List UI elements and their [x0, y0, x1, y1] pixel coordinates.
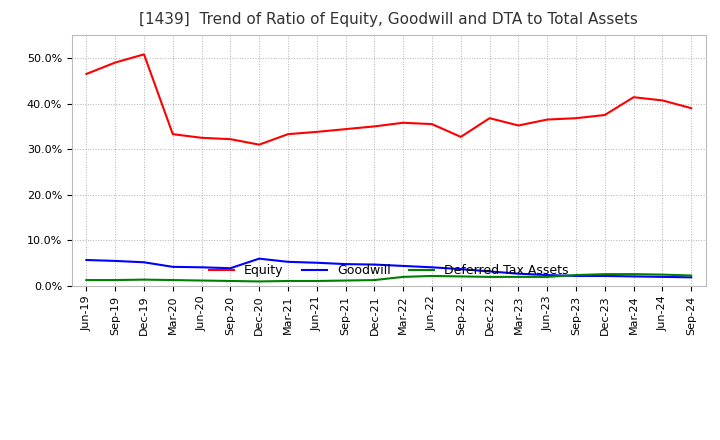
- Goodwill: [428, 265, 436, 270]
- Goodwill: [226, 266, 235, 271]
- Legend: Equity, Goodwill, Deferred Tax Assets: Equity, Goodwill, Deferred Tax Assets: [204, 259, 574, 282]
- Deferred Tax Assets: [428, 273, 436, 279]
- Goodwill: [140, 260, 148, 265]
- Equity: [168, 132, 177, 137]
- Deferred Tax Assets: [370, 278, 379, 283]
- Line: Goodwill: Goodwill: [86, 259, 691, 277]
- Goodwill: [312, 260, 321, 265]
- Deferred Tax Assets: [687, 273, 696, 278]
- Equity: [514, 123, 523, 128]
- Goodwill: [399, 263, 408, 268]
- Goodwill: [284, 259, 292, 264]
- Deferred Tax Assets: [140, 277, 148, 282]
- Goodwill: [543, 272, 552, 278]
- Equity: [399, 120, 408, 125]
- Title: [1439]  Trend of Ratio of Equity, Goodwill and DTA to Total Assets: [1439] Trend of Ratio of Equity, Goodwil…: [140, 12, 638, 27]
- Equity: [428, 121, 436, 127]
- Goodwill: [514, 271, 523, 276]
- Deferred Tax Assets: [255, 279, 264, 284]
- Goodwill: [658, 274, 667, 279]
- Deferred Tax Assets: [168, 278, 177, 283]
- Equity: [341, 126, 350, 132]
- Equity: [543, 117, 552, 122]
- Deferred Tax Assets: [456, 274, 465, 279]
- Goodwill: [197, 265, 206, 270]
- Equity: [370, 124, 379, 129]
- Deferred Tax Assets: [312, 279, 321, 284]
- Deferred Tax Assets: [197, 278, 206, 283]
- Goodwill: [485, 269, 494, 274]
- Equity: [255, 142, 264, 147]
- Equity: [111, 60, 120, 65]
- Equity: [687, 106, 696, 111]
- Deferred Tax Assets: [658, 272, 667, 277]
- Deferred Tax Assets: [572, 272, 580, 278]
- Goodwill: [572, 273, 580, 279]
- Equity: [600, 112, 609, 117]
- Equity: [485, 116, 494, 121]
- Equity: [456, 134, 465, 139]
- Deferred Tax Assets: [514, 274, 523, 279]
- Deferred Tax Assets: [111, 278, 120, 283]
- Goodwill: [168, 264, 177, 269]
- Equity: [572, 116, 580, 121]
- Goodwill: [111, 258, 120, 264]
- Goodwill: [456, 267, 465, 272]
- Deferred Tax Assets: [600, 271, 609, 277]
- Deferred Tax Assets: [284, 279, 292, 284]
- Equity: [197, 135, 206, 140]
- Equity: [226, 136, 235, 142]
- Deferred Tax Assets: [543, 274, 552, 279]
- Line: Equity: Equity: [86, 55, 691, 145]
- Equity: [284, 132, 292, 137]
- Deferred Tax Assets: [226, 279, 235, 284]
- Deferred Tax Assets: [399, 274, 408, 279]
- Goodwill: [255, 256, 264, 261]
- Equity: [312, 129, 321, 135]
- Equity: [82, 71, 91, 77]
- Goodwill: [687, 275, 696, 280]
- Equity: [629, 95, 638, 100]
- Deferred Tax Assets: [82, 278, 91, 283]
- Equity: [140, 52, 148, 57]
- Line: Deferred Tax Assets: Deferred Tax Assets: [86, 274, 691, 282]
- Deferred Tax Assets: [629, 271, 638, 277]
- Deferred Tax Assets: [341, 278, 350, 283]
- Goodwill: [341, 261, 350, 267]
- Deferred Tax Assets: [485, 274, 494, 279]
- Goodwill: [370, 262, 379, 267]
- Equity: [658, 98, 667, 103]
- Goodwill: [600, 273, 609, 279]
- Goodwill: [629, 274, 638, 279]
- Goodwill: [82, 257, 91, 263]
